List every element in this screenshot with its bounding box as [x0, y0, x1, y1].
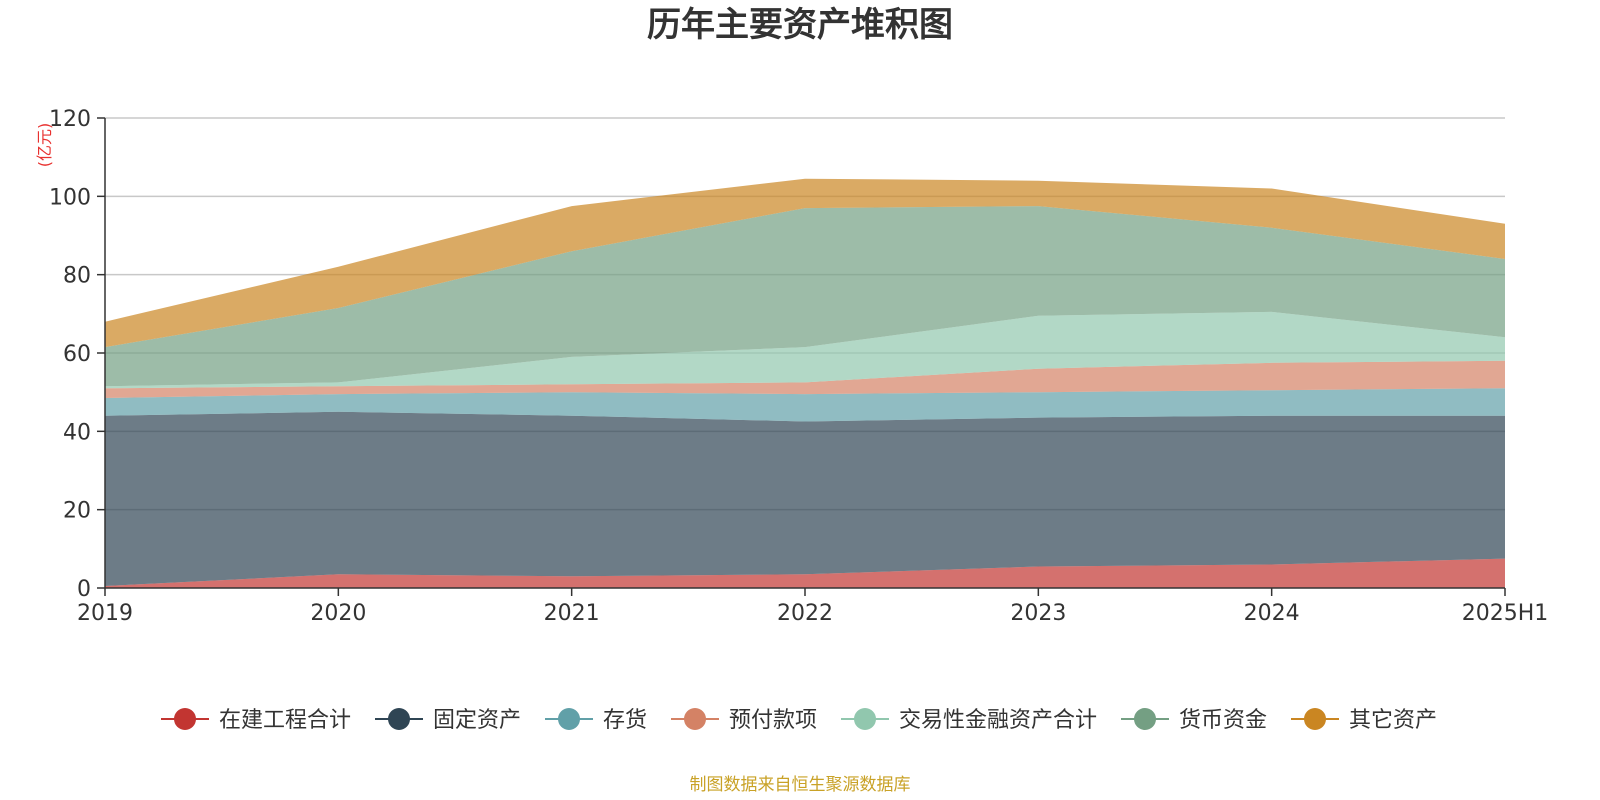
legend-label: 其它资产 [1349, 708, 1437, 733]
x-tick-label: 2019 [77, 601, 133, 626]
area-series-2 [105, 388, 1505, 422]
legend-label: 存货 [603, 708, 647, 733]
x-tick-label: 2023 [1010, 601, 1066, 626]
y-axis-unit: (亿元) [35, 123, 54, 168]
plot-area [105, 178, 1505, 588]
chart-title: 历年主要资产堆积图 [647, 5, 953, 45]
y-tick-label: 40 [63, 420, 91, 445]
legend-marker [1304, 708, 1326, 730]
legend-item-4: 交易性金融资产合计 [841, 708, 1097, 733]
legend-label: 预付款项 [729, 708, 817, 733]
area-series-3 [105, 360, 1505, 398]
legend-marker [1134, 708, 1156, 730]
y-tick-label: 80 [63, 264, 91, 289]
legend-item-1: 固定资产 [375, 708, 521, 733]
legend-label: 固定资产 [433, 708, 521, 733]
x-tick-label: 2025H1 [1462, 601, 1549, 626]
x-tick-label: 2020 [310, 601, 366, 626]
legend-label: 交易性金融资产合计 [899, 708, 1097, 733]
x-tick-label: 2024 [1244, 601, 1300, 626]
legend-item-6: 其它资产 [1291, 708, 1437, 733]
legend-label: 货币资金 [1179, 708, 1267, 733]
area-series-0 [105, 558, 1505, 588]
legend-item-0: 在建工程合计 [161, 708, 351, 733]
y-tick-label: 20 [63, 499, 91, 524]
legend-marker [854, 708, 876, 730]
area-series-4 [105, 311, 1505, 389]
legend-marker [684, 708, 706, 730]
legend-item-3: 预付款项 [671, 708, 817, 733]
legend-marker [174, 708, 196, 730]
area-series-1 [105, 411, 1505, 586]
legend: 在建工程合计 固定资产 存货 预付款项 交易性金融资产合计 货币资金 其它资产 [161, 708, 1437, 733]
source-note: 制图数据来自恒生聚源数据库 [690, 775, 911, 795]
x-tick-label: 2021 [544, 601, 600, 626]
y-tick-label: 60 [63, 342, 91, 367]
legend-item-5: 货币资金 [1121, 708, 1267, 733]
y-tick-label: 100 [49, 185, 91, 210]
legend-item-2: 存货 [545, 708, 647, 733]
area-series-5 [105, 206, 1505, 387]
axes: 0 20 40 60 80 100 120 2019 2020 2021 2022 2023 2024 2… [49, 107, 1548, 626]
legend-marker [558, 708, 580, 730]
legend-label: 在建工程合计 [219, 708, 351, 733]
legend-marker [388, 708, 410, 730]
y-tick-label: 0 [77, 577, 91, 602]
x-tick-label: 2022 [777, 601, 833, 626]
area-series-6 [105, 178, 1505, 348]
y-tick-label: 120 [49, 107, 91, 132]
